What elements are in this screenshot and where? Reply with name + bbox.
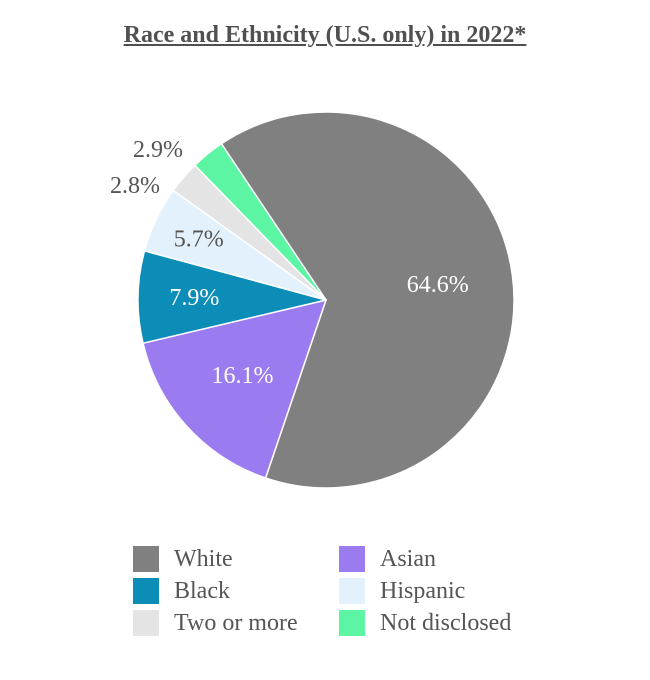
legend-swatch [133, 546, 159, 572]
legend-swatch [339, 610, 365, 636]
legend-label: Hispanic [380, 577, 466, 604]
data-label-two-or-more: 2.8% [110, 173, 160, 199]
data-label-black: 7.9% [169, 285, 219, 311]
legend-swatch [133, 610, 159, 636]
pie-slice-asian [142, 298, 328, 479]
data-label-not-disclosed: 2.9% [133, 137, 183, 163]
legend-item-not-disclosed: Not disclosed [339, 609, 511, 637]
legend-label: Asian [380, 545, 436, 572]
legend-item-asian: Asian [339, 545, 436, 573]
legend-item-white: White [133, 545, 233, 573]
chart-title: Race and Ethnicity (U.S. only) in 2022* [123, 22, 527, 48]
legend-label: Not disclosed [380, 609, 512, 636]
legend-swatch [133, 578, 159, 604]
legend-item-two-or-more: Two or more [133, 609, 298, 637]
legend-item-hispanic: Hispanic [339, 577, 465, 605]
legend-swatch [339, 578, 365, 604]
legend-label: Black [174, 577, 230, 604]
data-label-asian: 16.1% [212, 363, 274, 389]
legend-swatch [339, 546, 365, 572]
pie-slice-black [137, 249, 327, 345]
legend-item-black: Black [133, 577, 230, 605]
legend-label: Two or more [174, 609, 298, 636]
legend-label: White [174, 545, 233, 572]
data-label-white: 64.6% [407, 272, 469, 298]
data-label-hispanic: 5.7% [174, 227, 224, 253]
pie-slice-not-disclosed [193, 142, 327, 301]
